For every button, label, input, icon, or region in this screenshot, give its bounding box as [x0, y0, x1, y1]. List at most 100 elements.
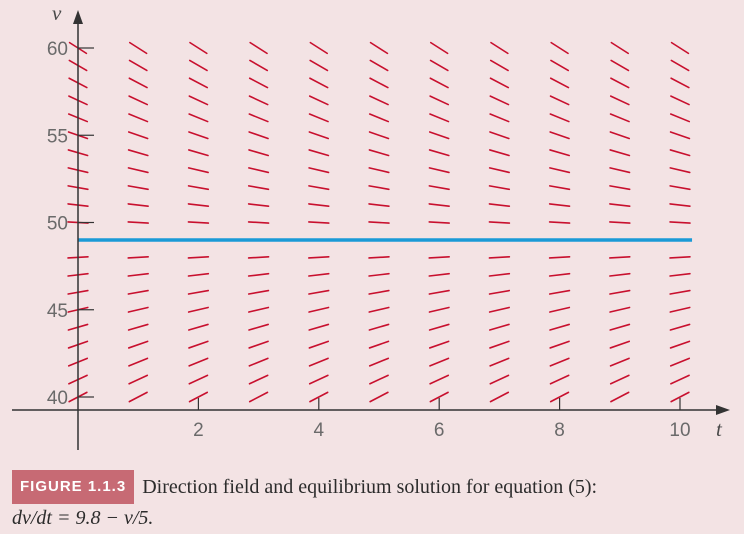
slope-segment [489, 113, 510, 123]
slope-segment [368, 149, 390, 157]
slope-segment [669, 357, 691, 367]
slope-segment [368, 221, 390, 224]
slope-segment [248, 149, 270, 157]
slope-segment [488, 306, 510, 313]
slope-segment [127, 340, 149, 349]
slope-segment [549, 374, 570, 385]
slope-segment [309, 59, 329, 72]
slope-segment [188, 95, 209, 106]
x-tick-label: 10 [669, 420, 690, 441]
x-axis-label: t [716, 417, 723, 441]
slope-segment [670, 41, 690, 55]
direction-field-plot: 2 4 6 8 10 40 45 50 55 60 t v [12, 1, 730, 450]
slope-segment [128, 391, 148, 403]
slope-segment [609, 272, 631, 277]
slope-segment [669, 340, 691, 349]
slope-segment [609, 289, 631, 295]
slope-segment [308, 374, 329, 385]
slope-segment [669, 306, 691, 313]
slope-segment [670, 391, 690, 403]
slope-segment [429, 95, 450, 106]
slope-segment [669, 272, 691, 277]
slope-segment [247, 221, 270, 224]
slope-segment [489, 374, 510, 385]
slope-segment [488, 323, 510, 331]
slope-segment [188, 391, 209, 403]
slope-segment [247, 256, 270, 259]
axes [12, 10, 730, 450]
slope-segment [247, 272, 270, 277]
slope-segment [428, 167, 450, 174]
slope-segment [308, 357, 329, 367]
slope-segment [548, 272, 571, 277]
slope-segment [248, 306, 270, 313]
slope-segment [248, 357, 269, 367]
slope-segment [368, 203, 390, 207]
slope-segment [368, 289, 390, 295]
slope-segment [368, 340, 390, 349]
x-tick-label: 4 [314, 420, 325, 441]
slope-segment [308, 113, 329, 123]
slope-segment [669, 221, 691, 224]
y-axis-label: v [52, 1, 62, 25]
slope-segment [308, 272, 330, 277]
slope-segment [308, 149, 330, 157]
slope-segment [127, 131, 149, 140]
slope-segment [309, 77, 329, 89]
slope-segment [368, 113, 390, 123]
slope-segment [247, 289, 270, 295]
slope-segment [369, 391, 389, 403]
slope-segment [369, 374, 389, 385]
slope-segment [549, 323, 571, 331]
slope-segment [248, 77, 269, 89]
slope-segment [429, 374, 450, 385]
slope-segment [187, 256, 210, 259]
slope-segment [127, 185, 149, 191]
slope-segment [128, 77, 148, 89]
slope-segment [127, 256, 149, 259]
slope-segment [127, 149, 149, 157]
x-tick-label: 6 [434, 420, 445, 441]
slope-segment [670, 77, 690, 89]
slope-segment [489, 95, 510, 106]
figure-caption: FIGURE 1.1.3 Direction field and equilibr… [12, 470, 737, 532]
slope-segment [428, 185, 450, 191]
slope-segment [548, 185, 571, 191]
slope-segment [669, 256, 691, 259]
slope-segment [248, 167, 270, 174]
slope-segment [429, 391, 449, 403]
slope-segment [428, 149, 450, 157]
slope-segment [609, 131, 631, 140]
slope-segment [609, 203, 631, 207]
slope-segment [550, 41, 569, 55]
slope-segment [309, 41, 329, 55]
slope-segment [248, 374, 269, 385]
slope-segment [609, 95, 630, 106]
slope-segment [248, 95, 269, 106]
slope-segment [548, 221, 571, 224]
slope-segment [128, 113, 149, 123]
slope-segment [127, 203, 149, 207]
slope-segment [550, 59, 570, 72]
slope-segment [308, 306, 330, 313]
slope-segment [610, 41, 630, 55]
slope-segment [248, 113, 269, 123]
slope-segment [549, 357, 570, 367]
slope-segment [127, 323, 149, 331]
slope-segment [127, 272, 149, 277]
slope-segment [188, 131, 209, 140]
slope-segment [610, 77, 630, 89]
slope-segment [609, 306, 631, 313]
y-tick-label: 60 [47, 39, 68, 60]
slope-segment [669, 185, 691, 191]
slope-segment [670, 59, 690, 72]
slope-segment [488, 167, 510, 174]
slope-segment [549, 77, 570, 89]
slope-segment [188, 323, 209, 331]
slope-segment [670, 374, 690, 385]
x-axis-arrow [716, 405, 730, 415]
slope-segment [609, 113, 630, 123]
slope-segment [308, 340, 330, 349]
y-tick-label: 40 [47, 388, 68, 409]
slope-segment [309, 391, 329, 403]
